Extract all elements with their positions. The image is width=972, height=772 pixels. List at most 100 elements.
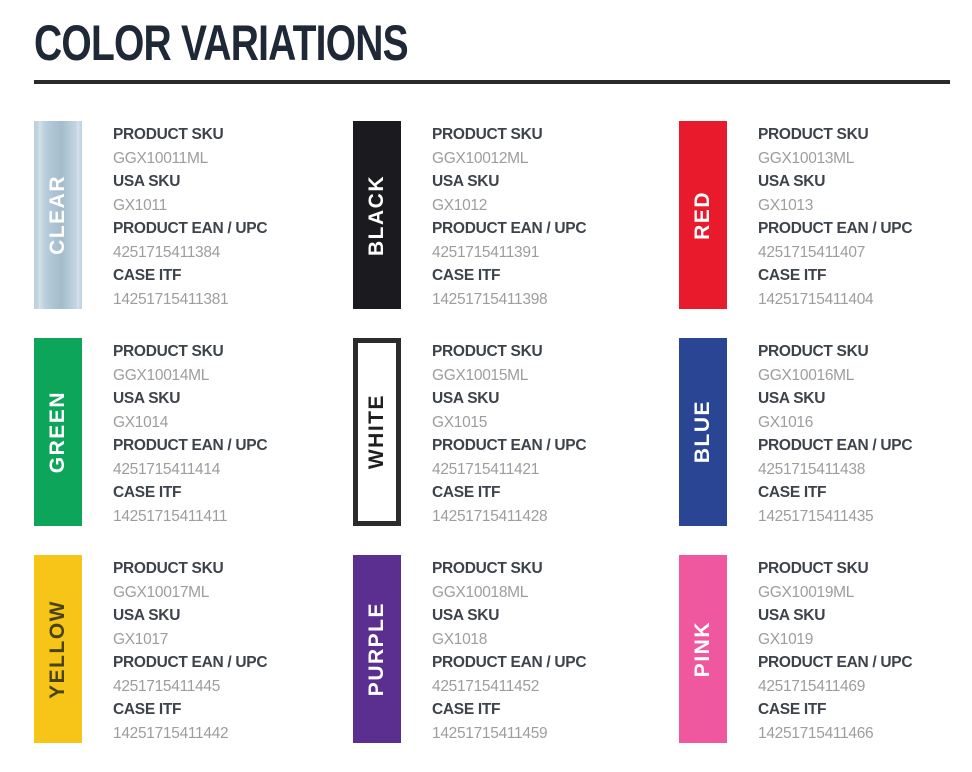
color-swatch-yellow: YELLOW [34, 555, 82, 743]
ean-upc-value: 4251715411438 [758, 460, 866, 478]
product-sku-value: GGX10011ML [113, 149, 208, 167]
ean-upc-value: 4251715411407 [758, 243, 866, 261]
color-swatch-blue: BLUE [679, 338, 727, 526]
product-sku-value: GGX10018ML [432, 583, 529, 601]
variant-card-pink: PINK PRODUCT SKU GGX10019ML USA SKU GX10… [679, 555, 972, 745]
product-sku-label: PRODUCT SKU [432, 126, 543, 143]
case-itf-label: CASE ITF [432, 267, 501, 284]
color-swatch-pink: PINK [679, 555, 727, 743]
title-divider-rule [34, 80, 950, 84]
ean-upc-value: 4251715411384 [113, 243, 221, 261]
product-sku-value: GGX10012ML [432, 149, 529, 167]
page-title: COLOR VARIATIONS [34, 15, 409, 71]
color-swatch-purple: PURPLE [353, 555, 401, 743]
usa-sku-value: GX1013 [758, 196, 814, 214]
color-variations-page: COLOR VARIATIONS CLEAR PRODUCT SKU GGX10… [34, 15, 950, 745]
color-name-label: GREEN [46, 390, 69, 474]
ean-upc-value: 4251715411469 [758, 677, 866, 695]
usa-sku-value: GX1017 [113, 630, 169, 648]
case-itf-value: 14251715411381 [113, 290, 229, 308]
ean-upc-value: 4251715411452 [432, 677, 540, 695]
product-sku-value: GGX10016ML [758, 366, 855, 384]
usa-sku-label: USA SKU [758, 173, 826, 190]
case-itf-label: CASE ITF [758, 267, 827, 284]
usa-sku-label: USA SKU [113, 173, 181, 190]
variant-card-white: WHITE PRODUCT SKU GGX10015ML USA SKU GX1… [353, 338, 679, 528]
case-itf-value: 14251715411411 [113, 507, 228, 525]
variant-card-purple: PURPLE PRODUCT SKU GGX10018ML USA SKU GX… [353, 555, 679, 745]
usa-sku-value: GX1014 [113, 413, 169, 431]
case-itf-label: CASE ITF [432, 701, 501, 718]
color-name-label: CLEAR [46, 175, 69, 255]
product-sku-label: PRODUCT SKU [758, 560, 869, 577]
color-swatch-clear: CLEAR [34, 121, 82, 309]
ean-upc-value: 4251715411391 [432, 243, 540, 261]
variant-info: PRODUCT SKU GGX10016ML USA SKU GX1016 PR… [758, 338, 913, 528]
color-swatch-white: WHITE [353, 338, 401, 526]
variant-info: PRODUCT SKU GGX10013ML USA SKU GX1013 PR… [758, 121, 913, 311]
variant-info: PRODUCT SKU GGX10018ML USA SKU GX1018 PR… [432, 555, 587, 745]
ean-upc-label: PRODUCT EAN / UPC [113, 654, 268, 671]
case-itf-label: CASE ITF [113, 484, 182, 501]
color-name-label: WHITE [365, 394, 388, 470]
usa-sku-value: GX1015 [432, 413, 488, 431]
variant-card-black: BLACK PRODUCT SKU GGX10012ML USA SKU GX1… [353, 121, 679, 311]
ean-upc-value: 4251715411414 [113, 460, 221, 478]
case-itf-value: 14251715411398 [432, 290, 548, 308]
case-itf-label: CASE ITF [758, 484, 827, 501]
ean-upc-label: PRODUCT EAN / UPC [113, 220, 268, 237]
product-sku-label: PRODUCT SKU [432, 560, 543, 577]
variant-info: PRODUCT SKU GGX10012ML USA SKU GX1012 PR… [432, 121, 587, 311]
case-itf-label: CASE ITF [113, 267, 182, 284]
variant-info: PRODUCT SKU GGX10011ML USA SKU GX1011 PR… [113, 121, 268, 311]
case-itf-value: 14251715411466 [758, 724, 874, 742]
color-swatch-green: GREEN [34, 338, 82, 526]
product-sku-value: GGX10014ML [113, 366, 210, 384]
product-sku-value: GGX10013ML [758, 149, 855, 167]
usa-sku-value: GX1011 [113, 196, 167, 214]
case-itf-value: 14251715411428 [432, 507, 548, 525]
variant-info: PRODUCT SKU GGX10015ML USA SKU GX1015 PR… [432, 338, 587, 528]
color-swatch-black: BLACK [353, 121, 401, 309]
usa-sku-label: USA SKU [758, 390, 826, 407]
product-sku-label: PRODUCT SKU [758, 126, 869, 143]
case-itf-label: CASE ITF [113, 701, 182, 718]
product-sku-label: PRODUCT SKU [113, 560, 224, 577]
case-itf-value: 14251715411442 [113, 724, 229, 742]
usa-sku-label: USA SKU [758, 607, 826, 624]
case-itf-label: CASE ITF [432, 484, 501, 501]
color-name-label: YELLOW [46, 599, 69, 699]
product-sku-label: PRODUCT SKU [432, 343, 543, 360]
case-itf-value: 14251715411435 [758, 507, 874, 525]
color-name-label: BLACK [365, 174, 388, 256]
usa-sku-value: GX1012 [432, 196, 488, 214]
ean-upc-label: PRODUCT EAN / UPC [432, 437, 587, 454]
color-swatch-red: RED [679, 121, 727, 309]
case-itf-value: 14251715411404 [758, 290, 874, 308]
color-name-label: PINK [691, 620, 714, 678]
product-sku-value: GGX10017ML [113, 583, 210, 601]
ean-upc-label: PRODUCT EAN / UPC [758, 654, 913, 671]
product-sku-value: GGX10019ML [758, 583, 855, 601]
usa-sku-label: USA SKU [113, 390, 181, 407]
color-name-label: BLUE [691, 400, 714, 464]
ean-upc-label: PRODUCT EAN / UPC [432, 220, 587, 237]
usa-sku-label: USA SKU [113, 607, 181, 624]
ean-upc-label: PRODUCT EAN / UPC [758, 437, 913, 454]
ean-upc-value: 4251715411421 [432, 460, 540, 478]
case-itf-value: 14251715411459 [432, 724, 548, 742]
usa-sku-label: USA SKU [432, 607, 500, 624]
ean-upc-label: PRODUCT EAN / UPC [113, 437, 268, 454]
product-sku-value: GGX10015ML [432, 366, 529, 384]
variant-card-green: GREEN PRODUCT SKU GGX10014ML USA SKU GX1… [34, 338, 353, 528]
variant-info: PRODUCT SKU GGX10014ML USA SKU GX1014 PR… [113, 338, 268, 528]
usa-sku-label: USA SKU [432, 390, 500, 407]
usa-sku-value: GX1016 [758, 413, 814, 431]
variant-grid: CLEAR PRODUCT SKU GGX10011ML USA SKU GX1… [34, 121, 950, 745]
variant-card-red: RED PRODUCT SKU GGX10013ML USA SKU GX101… [679, 121, 972, 311]
ean-upc-label: PRODUCT EAN / UPC [758, 220, 913, 237]
usa-sku-value: GX1019 [758, 630, 814, 648]
variant-card-clear: CLEAR PRODUCT SKU GGX10011ML USA SKU GX1… [34, 121, 353, 311]
variant-info: PRODUCT SKU GGX10019ML USA SKU GX1019 PR… [758, 555, 913, 745]
ean-upc-value: 4251715411445 [113, 677, 221, 695]
